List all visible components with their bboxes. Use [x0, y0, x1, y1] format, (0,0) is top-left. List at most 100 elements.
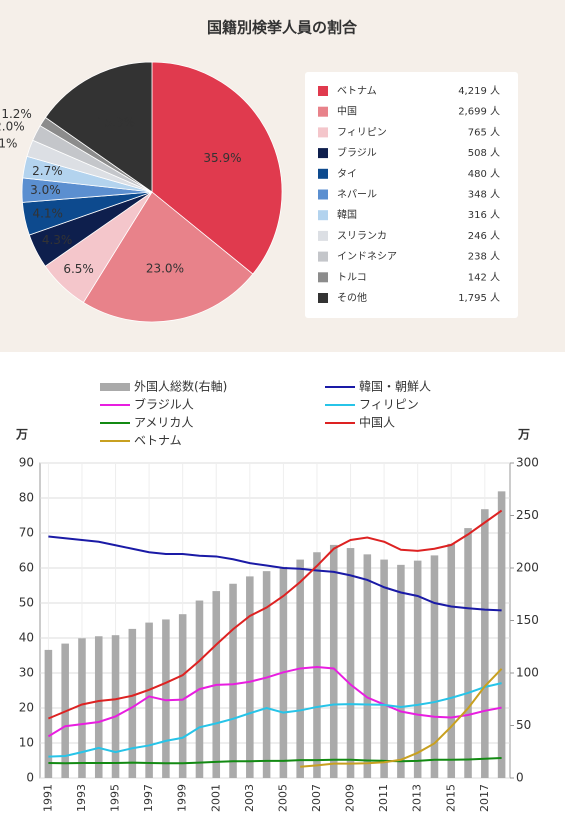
y-tick-label: 40: [19, 631, 34, 645]
x-tick-label: 1991: [41, 784, 54, 812]
bar: [44, 649, 53, 778]
legend-label: タイ: [337, 168, 357, 180]
y2-tick-label: 250: [516, 508, 539, 522]
legend-swatch: [318, 86, 328, 96]
y-tick-label: 10: [19, 736, 34, 750]
legend-label: フィリピン: [337, 126, 387, 138]
bar: [329, 544, 338, 778]
legend-count: 316 人: [468, 209, 500, 221]
x-tick-label: 1993: [75, 784, 88, 812]
legend-swatch: [318, 148, 328, 159]
bar: [497, 491, 506, 778]
legend-label: ネパール: [337, 189, 377, 201]
legend-swatch: [318, 210, 328, 221]
legend-count: 508 人: [468, 147, 500, 159]
y2-tick-label: 150: [516, 613, 539, 627]
slice-label: 4.3%: [42, 233, 73, 247]
y2-tick-label: 100: [516, 666, 539, 680]
x-tick-label: 1995: [109, 784, 122, 812]
bar: [380, 559, 388, 778]
legend-swatch: [318, 189, 328, 200]
series-line: [48, 535, 502, 612]
x-tick-label: 2017: [478, 784, 491, 812]
y-tick-label: 0: [26, 771, 34, 785]
legend-count: 348 人: [468, 189, 500, 201]
bar: [262, 571, 271, 778]
legend-label: 中国: [337, 105, 357, 118]
legend-label: ベトナム: [134, 434, 182, 448]
bar: [78, 638, 86, 778]
legend-label: 韓国: [337, 209, 357, 221]
bar: [128, 628, 137, 778]
legend-label: アメリカ人: [134, 416, 193, 430]
y2-tick-label: 300: [516, 456, 539, 470]
y2-tick-label: 50: [516, 718, 531, 732]
legend-swatch: [318, 251, 328, 262]
bar: [413, 560, 422, 778]
bar: [111, 635, 120, 778]
slice-label: 1.2%: [1, 107, 32, 121]
bar: [397, 564, 405, 778]
plot-area: [39, 462, 511, 779]
x-tick-label: 2001: [209, 784, 222, 812]
legend-label: インドネシア: [337, 251, 397, 263]
bar: [313, 552, 321, 778]
slice-label: 35.9%: [203, 151, 241, 165]
legend-swatch: [100, 383, 130, 391]
x-tick-label: 2003: [243, 784, 256, 812]
slice-label: 6.5%: [63, 262, 94, 276]
legend-label: スリランカ: [337, 230, 387, 242]
bar: [447, 543, 456, 778]
pie-slice: [44, 61, 153, 193]
x-tick-label: 2005: [276, 784, 289, 812]
legend-swatch: [318, 127, 328, 138]
series-line: [48, 682, 502, 758]
legend-swatch: [318, 168, 328, 179]
slice-label: 2.7%: [32, 164, 63, 178]
legend-swatch: [318, 230, 328, 241]
series-line: [300, 668, 503, 768]
bar: [464, 528, 472, 778]
bar: [178, 614, 187, 778]
slice-label: 15.3%: [97, 115, 135, 129]
chart-title: 国籍別検挙人員の割合: [207, 19, 358, 37]
y-tick-label: 30: [19, 666, 34, 680]
slice-label: 2.1%: [0, 136, 17, 150]
bar: [162, 619, 170, 778]
y-tick-label: 70: [19, 526, 34, 540]
y2-tick-label: 200: [516, 561, 539, 575]
x-tick-label: 1997: [142, 784, 155, 812]
legend-label: 中国人: [359, 415, 395, 430]
pie-legend-box: [305, 72, 518, 318]
slice-label: 2.0%: [0, 119, 25, 133]
legend-count: 480 人: [468, 168, 500, 180]
bar: [94, 636, 103, 778]
bar: [229, 583, 237, 778]
y-tick-label: 20: [19, 701, 34, 715]
bar: [346, 548, 355, 778]
legend-label: ブラジル: [337, 146, 377, 159]
y-tick-label: 60: [19, 561, 34, 575]
x-tick-label: 2015: [444, 784, 457, 812]
legend-count: 2,699 人: [458, 106, 500, 118]
pie-slice: [82, 191, 254, 323]
series-line: [48, 509, 503, 720]
y-unit: 万: [15, 428, 28, 442]
slice-label: 23.0%: [146, 261, 184, 275]
legend-label: その他: [337, 291, 367, 304]
legend-label: トルコ: [337, 272, 367, 283]
x-tick-label: 2009: [344, 784, 357, 812]
x-tick-label: 1999: [176, 784, 189, 812]
legend-count: 246 人: [468, 230, 500, 242]
series-line: [47, 666, 502, 738]
legend-swatch: [318, 272, 328, 283]
series-line: [48, 757, 502, 765]
bar: [246, 576, 254, 778]
pie-slice: [151, 61, 283, 275]
legend-count: 238 人: [468, 251, 500, 263]
legend-count: 142 人: [468, 271, 500, 283]
bar: [481, 509, 489, 778]
bar: [363, 554, 372, 778]
